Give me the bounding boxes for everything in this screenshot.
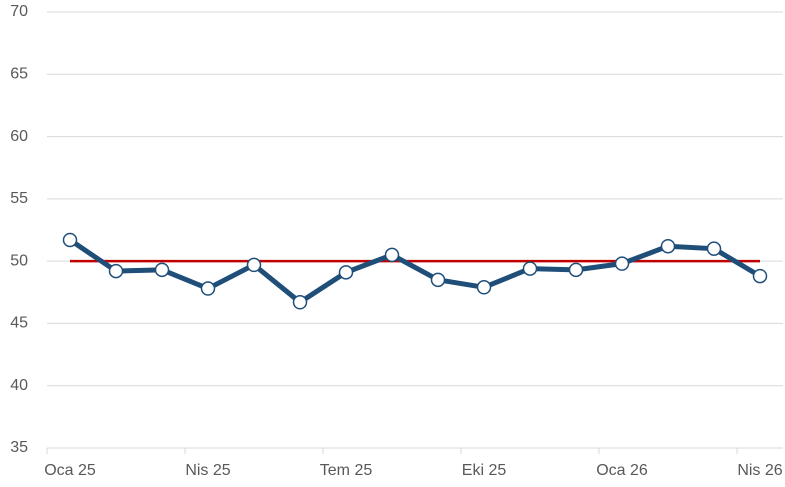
data-point <box>476 280 492 295</box>
x-tick-label: Oca 26 <box>596 462 648 479</box>
data-point <box>62 232 78 248</box>
data-point <box>338 265 354 280</box>
y-tick-label: 50 <box>10 252 28 269</box>
data-point <box>246 257 262 273</box>
data-point <box>108 263 124 279</box>
y-tick-label: 45 <box>10 315 28 332</box>
y-tick-label: 60 <box>10 128 28 145</box>
y-tick-label: 35 <box>10 439 28 456</box>
data-point <box>200 281 216 296</box>
x-tick-label: Eki 25 <box>462 462 507 479</box>
x-tick-label: Oca 25 <box>44 462 96 479</box>
data-point <box>430 272 446 288</box>
data-point <box>660 238 676 254</box>
y-tick-label: 40 <box>10 377 28 394</box>
x-tick-label: Tem 25 <box>320 462 373 479</box>
data-point <box>292 295 308 310</box>
data-point <box>154 262 170 278</box>
data-point <box>522 261 538 276</box>
y-tick-label: 65 <box>10 66 28 83</box>
line-series <box>68 237 762 305</box>
y-tick-label: 70 <box>10 3 28 20</box>
data-point <box>614 256 630 271</box>
data-point <box>568 262 584 278</box>
data-point <box>752 268 768 284</box>
y-tick-label: 55 <box>10 190 28 207</box>
x-tick-label: Nis 25 <box>185 462 230 479</box>
data-point <box>384 247 400 263</box>
x-tick-label: Nis 26 <box>737 462 782 479</box>
data-point <box>706 241 722 256</box>
